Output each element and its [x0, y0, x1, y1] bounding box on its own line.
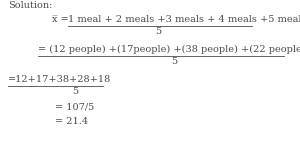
Text: = 21.4: = 21.4 [55, 117, 88, 126]
Text: 1 meal + 2 meals +3 meals + 4 meals +5 meals: 1 meal + 2 meals +3 meals + 4 meals +5 m… [68, 15, 300, 24]
Text: 5: 5 [171, 57, 177, 66]
Text: = 107/5: = 107/5 [55, 102, 94, 111]
Text: 5: 5 [72, 87, 78, 96]
Text: = (12 people) +(17people) +(38 people) +(22 people) +(18 people): = (12 people) +(17people) +(38 people) +… [38, 45, 300, 54]
Text: 5: 5 [155, 27, 161, 36]
Text: Solution:: Solution: [8, 1, 52, 10]
Text: =12+17+38+28+18: =12+17+38+28+18 [8, 75, 111, 84]
Text: x̅ =: x̅ = [52, 15, 69, 24]
